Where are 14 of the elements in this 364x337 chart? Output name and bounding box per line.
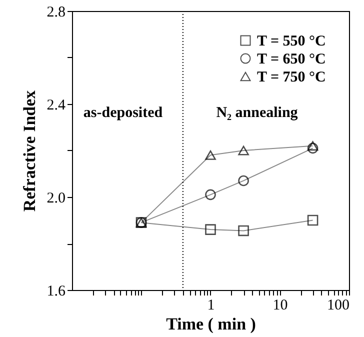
legend-label: T = 750 °C xyxy=(257,70,326,86)
annotation: as-deposited xyxy=(83,105,164,121)
x-tick-label: 10 xyxy=(272,298,288,314)
y-tick-label: 2.4 xyxy=(46,98,66,114)
y-axis-title: Refractive Index xyxy=(20,90,39,212)
legend-label: T = 650 °C xyxy=(257,52,326,68)
y-tick-label: 1.6 xyxy=(46,284,66,300)
text: 2.0 xyxy=(46,190,66,206)
x-tick-label: 100 xyxy=(327,298,350,314)
y-tick-label: 2.8 xyxy=(46,4,66,20)
annotation: N₂ annealing xyxy=(216,105,298,121)
legend-label: T = 550 °C xyxy=(257,34,326,50)
x-axis-title: Time ( min ) xyxy=(166,314,256,334)
x-tick-label: 1 xyxy=(207,298,215,314)
